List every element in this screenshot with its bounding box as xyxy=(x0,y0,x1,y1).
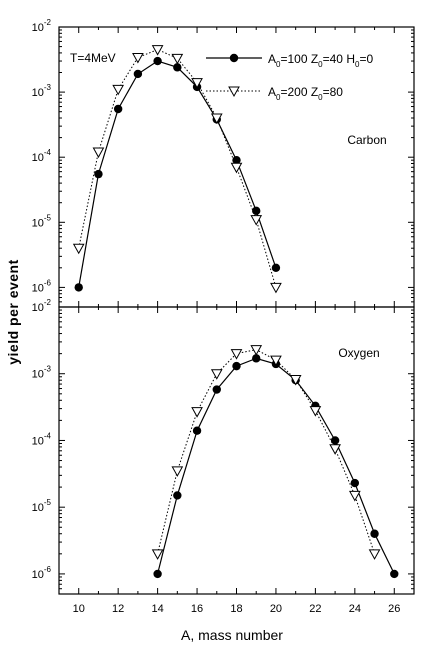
data-point xyxy=(132,53,144,64)
y-tick-label: 10-6 xyxy=(32,278,52,294)
data-point xyxy=(171,466,184,477)
y-axis-label: yield per event xyxy=(5,259,21,365)
y-tick-label: 10-4 xyxy=(32,148,52,164)
x-tick-label: 10 xyxy=(73,603,85,615)
y-tick-label: 10-2 xyxy=(32,298,52,314)
annotation: T=4MeV xyxy=(70,51,116,65)
series-line xyxy=(78,49,277,288)
data-point xyxy=(252,206,261,216)
data-point xyxy=(250,215,263,226)
y-tick-label: 10-2 xyxy=(32,18,52,34)
data-point xyxy=(112,84,125,96)
legend-marker xyxy=(229,53,239,63)
data-point xyxy=(289,374,302,386)
panel-carbon: 10-6 10-5 10-4 10-3 10-2 Carbon T=4MeV A0=100 Z… xyxy=(32,18,415,308)
data-point xyxy=(270,355,282,367)
data-point xyxy=(171,53,184,65)
data-point xyxy=(250,345,263,356)
data-point xyxy=(368,549,381,560)
data-point xyxy=(270,282,282,294)
data-point xyxy=(210,113,223,125)
x-tick-label: 14 xyxy=(151,603,163,615)
series-line xyxy=(157,349,376,554)
x-axis-label: A, mass number xyxy=(181,627,283,643)
panel-oxygen: 10-6 10-5 10-4 10-3 10-2 Oxygen 10 12 14 16 18 20 22… xyxy=(32,298,415,615)
data-point xyxy=(74,283,83,292)
x-tick-label: 24 xyxy=(349,603,361,615)
x-tick-label: 26 xyxy=(388,603,400,615)
legend: A0=100 Z0=40 H0=0 A0=200 Z0=80 xyxy=(206,52,373,102)
data-point xyxy=(153,56,162,66)
y-tick-label: 10-4 xyxy=(32,431,52,447)
data-point xyxy=(252,354,261,363)
x-tick-label: 16 xyxy=(191,603,203,615)
data-point xyxy=(173,63,182,72)
data-point xyxy=(230,349,243,360)
panel-label: Oxygen xyxy=(338,346,379,360)
data-point xyxy=(232,155,241,165)
y-tick-label: 10-3 xyxy=(32,83,52,99)
series-line xyxy=(157,357,395,575)
data-point xyxy=(191,407,203,418)
data-point xyxy=(271,263,281,273)
data-point xyxy=(230,162,243,174)
panel-label: Carbon xyxy=(347,133,386,147)
data-point xyxy=(210,369,223,380)
data-point xyxy=(92,147,105,159)
y-tick-label: 10-3 xyxy=(32,365,52,381)
data-point xyxy=(151,45,164,56)
data-point xyxy=(329,444,341,455)
data-point xyxy=(94,169,103,179)
data-point xyxy=(350,478,360,488)
y-tick-label: 10-5 xyxy=(32,498,52,514)
data-point xyxy=(153,569,162,579)
legend-label: A0=200 Z0=80 xyxy=(268,85,343,102)
x-tick-label: 18 xyxy=(230,603,242,615)
data-point xyxy=(113,104,123,114)
data-point xyxy=(191,78,203,89)
x-tick-label: 12 xyxy=(112,603,124,615)
x-tick-label: 20 xyxy=(270,603,282,615)
data-point xyxy=(330,436,340,445)
data-point xyxy=(151,549,164,560)
chart-panels: 10-6 10-5 10-4 10-3 10-2 Carbon T=4MeV A0=100 Z… xyxy=(32,18,415,615)
y-tick-label: 10-6 xyxy=(32,565,52,581)
x-tick-label: 22 xyxy=(309,603,321,615)
series-line xyxy=(78,60,277,288)
data-point xyxy=(72,243,85,255)
data-point xyxy=(173,491,182,500)
data-point xyxy=(348,490,361,502)
data-point xyxy=(192,426,202,435)
data-point xyxy=(309,406,322,417)
legend-label: A0=100 Z0=40 H0=0 xyxy=(268,52,373,69)
legend-marker xyxy=(228,86,240,98)
data-point xyxy=(390,569,399,579)
data-point xyxy=(232,361,241,371)
y-tick-label: 10-5 xyxy=(32,213,52,229)
data-point xyxy=(212,385,221,394)
data-point xyxy=(133,69,143,79)
data-point xyxy=(370,529,379,538)
